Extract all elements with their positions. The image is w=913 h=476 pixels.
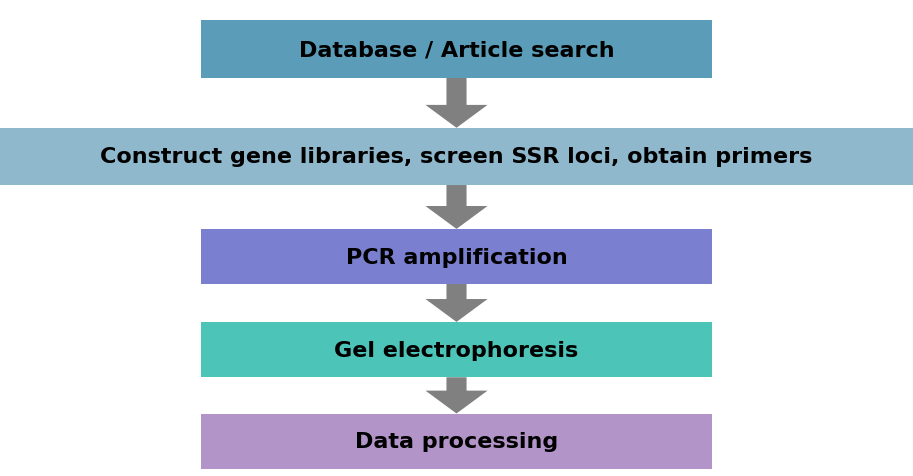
Text: Gel electrophoresis: Gel electrophoresis [334, 340, 579, 360]
Text: Database / Article search: Database / Article search [299, 40, 614, 60]
Text: PCR amplification: PCR amplification [346, 247, 567, 267]
FancyArrow shape [425, 79, 488, 129]
Text: Construct gene libraries, screen SSR loci, obtain primers: Construct gene libraries, screen SSR loc… [100, 147, 813, 167]
Bar [201, 414, 712, 468]
Text: Data processing: Data processing [355, 431, 558, 451]
FancyArrow shape [425, 284, 488, 322]
Bar [0, 129, 913, 186]
FancyArrow shape [425, 377, 488, 414]
Bar [201, 229, 712, 285]
FancyArrow shape [425, 186, 488, 229]
Bar [201, 323, 712, 377]
Bar [201, 21, 712, 79]
